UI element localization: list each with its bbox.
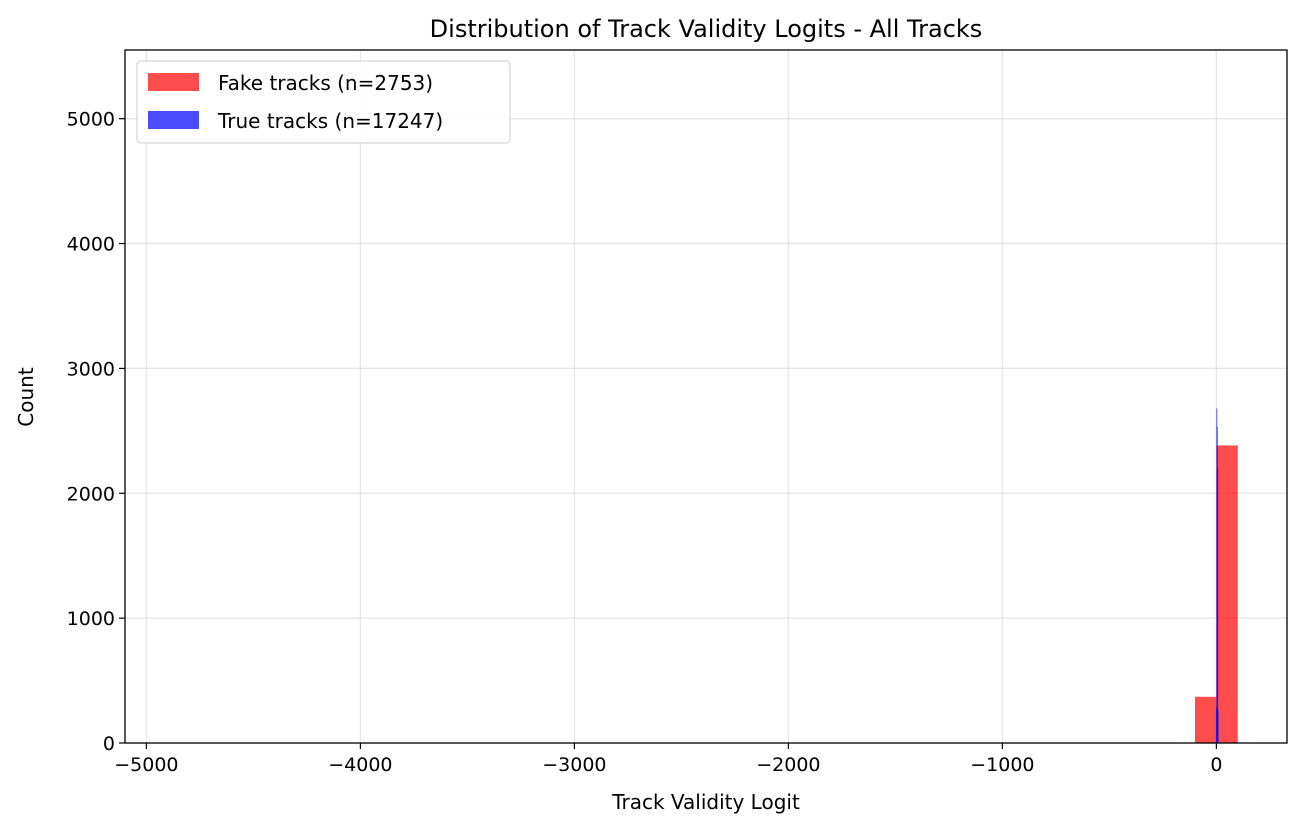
true-tracks-bar [1217, 468, 1219, 743]
x-tick-label: −5000 [114, 754, 178, 776]
legend-label-fake-tracks: Fake tracks (n=2753) [218, 71, 433, 95]
plot-frame [124, 49, 1288, 744]
y-tick-label: 3000 [67, 358, 115, 380]
legend-label-true-tracks: True tracks (n=17247) [217, 109, 443, 133]
x-tick-label: −4000 [328, 754, 392, 776]
y-tick-label: 0 [103, 733, 115, 755]
fake-tracks-bar [1194, 696, 1217, 743]
x-axis-label: Track Validity Logit [611, 790, 800, 814]
x-tick-label: −1000 [970, 754, 1034, 776]
histogram-bars [1194, 408, 1238, 743]
x-tick-label: 0 [1210, 754, 1222, 776]
y-tick-label: 2000 [67, 483, 115, 505]
legend-swatch-fake-tracks [148, 73, 199, 91]
chart-title: Distribution of Track Validity Logits - … [430, 15, 983, 43]
axis-ticks: −5000 −4000 −3000 −2000 −1000 0 0 1000 2000 3000 4… [67, 109, 1223, 776]
fake-tracks-bar [1216, 445, 1238, 743]
legend: Fake tracks (n=2753) True tracks (n=1724… [136, 60, 511, 144]
y-tick-label: 5000 [67, 109, 115, 131]
legend-swatch-true-tracks [148, 111, 199, 129]
true-tracks-bar [1217, 710, 1219, 743]
y-tick-label: 4000 [67, 234, 115, 256]
y-tick-label: 1000 [67, 608, 115, 630]
y-axis-label: Count [14, 367, 38, 427]
x-tick-label: −3000 [542, 754, 606, 776]
x-tick-label: −2000 [756, 754, 820, 776]
legend-box [136, 60, 511, 144]
